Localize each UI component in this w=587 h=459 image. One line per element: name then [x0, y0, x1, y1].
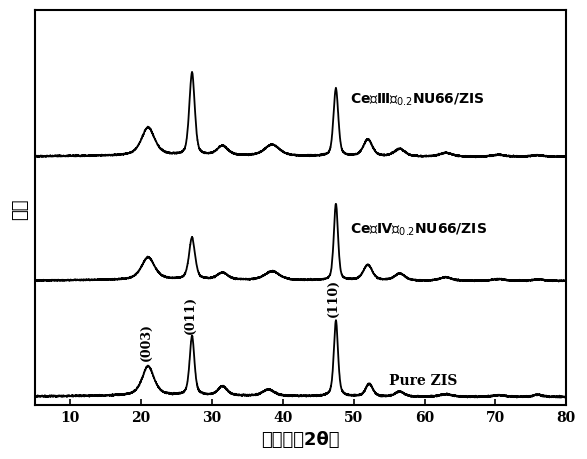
Text: (011): (011) — [183, 295, 197, 333]
Y-axis label: 强度: 强度 — [11, 198, 29, 219]
Text: Pure ZIS: Pure ZIS — [389, 374, 457, 387]
Text: Ce（Ⅳ）$_{0.2}$NU66/ZIS: Ce（Ⅳ）$_{0.2}$NU66/ZIS — [350, 221, 487, 238]
Text: Ce（Ⅲ）$_{0.2}$NU66/ZIS: Ce（Ⅲ）$_{0.2}$NU66/ZIS — [350, 92, 485, 108]
Text: (003): (003) — [140, 323, 153, 361]
Text: (110): (110) — [328, 279, 340, 317]
X-axis label: 衍射角（2θ）: 衍射角（2θ） — [261, 430, 340, 448]
